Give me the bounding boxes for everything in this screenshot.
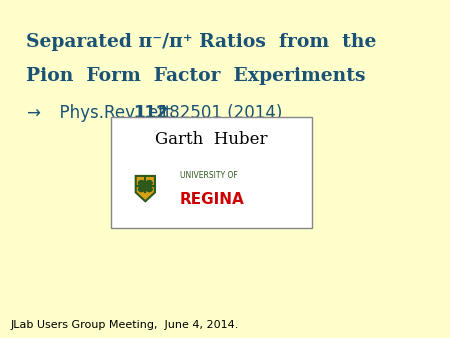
Polygon shape xyxy=(136,176,155,201)
Circle shape xyxy=(146,180,152,185)
Text: →: → xyxy=(26,104,40,122)
Circle shape xyxy=(139,180,144,185)
Text: Pion  Form  Factor  Experiments: Pion Form Factor Experiments xyxy=(26,67,365,85)
Text: Phys.Rev.Lett.: Phys.Rev.Lett. xyxy=(49,104,182,122)
Text: Garth  Huber: Garth Huber xyxy=(155,131,268,148)
Text: Separated π⁻/π⁺ Ratios  from  the: Separated π⁻/π⁺ Ratios from the xyxy=(26,33,376,51)
Circle shape xyxy=(139,187,144,192)
FancyBboxPatch shape xyxy=(111,117,312,228)
Text: REGINA: REGINA xyxy=(180,192,244,207)
Circle shape xyxy=(146,187,152,192)
Text: , 182501 (2014): , 182501 (2014) xyxy=(148,104,283,122)
Text: JLab Users Group Meeting,  June 4, 2014.: JLab Users Group Meeting, June 4, 2014. xyxy=(11,319,239,330)
Text: 112: 112 xyxy=(133,104,167,122)
Text: UNIVERSITY OF: UNIVERSITY OF xyxy=(180,171,237,180)
